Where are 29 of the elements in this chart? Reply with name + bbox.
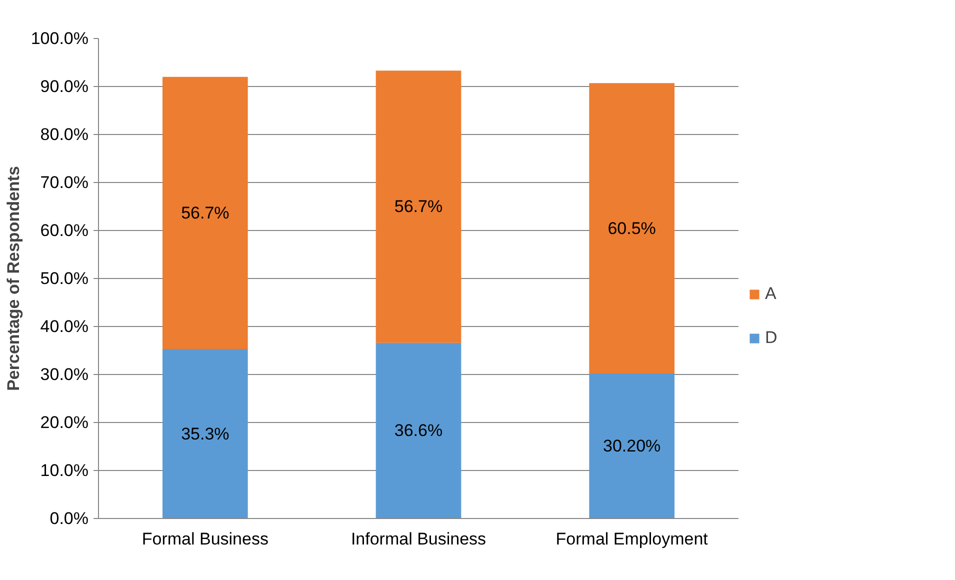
y-tick-label: 30.0% (40, 365, 88, 384)
legend-label: A (765, 284, 778, 304)
y-tick-label: 60.0% (40, 221, 88, 240)
x-tick-label: Formal Business (142, 530, 268, 548)
data-label: 56.7% (394, 197, 443, 216)
x-tick-label: Formal Employment (556, 530, 708, 548)
y-axis-title: Percentage of Respondents (4, 166, 23, 391)
data-label: 30.20% (603, 436, 661, 456)
data-label: 35.3% (181, 424, 230, 444)
bar (376, 70, 462, 343)
data-label: 36.6% (394, 421, 443, 440)
y-tick-label: 90.0% (40, 77, 88, 96)
bar (589, 374, 674, 518)
data-label: 56.7% (181, 203, 230, 222)
x-tick-label: Informal Business (350, 530, 486, 548)
data-label: 60.5% (608, 218, 656, 238)
y-tick-label: 80.0% (40, 125, 88, 144)
y-tick-label: 20.0% (40, 413, 88, 432)
y-tick-label: 10.0% (40, 461, 88, 480)
y-tick-label: 0.0% (50, 509, 88, 528)
bar (162, 349, 248, 518)
bar (589, 83, 674, 374)
y-tick-label: 70.0% (40, 173, 88, 192)
y-tick-label: 100.0% (30, 29, 89, 48)
legend-label: D (765, 328, 778, 348)
y-tick-label: 40.0% (40, 317, 88, 336)
y-tick-label: 50.0% (40, 269, 88, 288)
bar (162, 76, 248, 350)
bar (376, 342, 462, 518)
